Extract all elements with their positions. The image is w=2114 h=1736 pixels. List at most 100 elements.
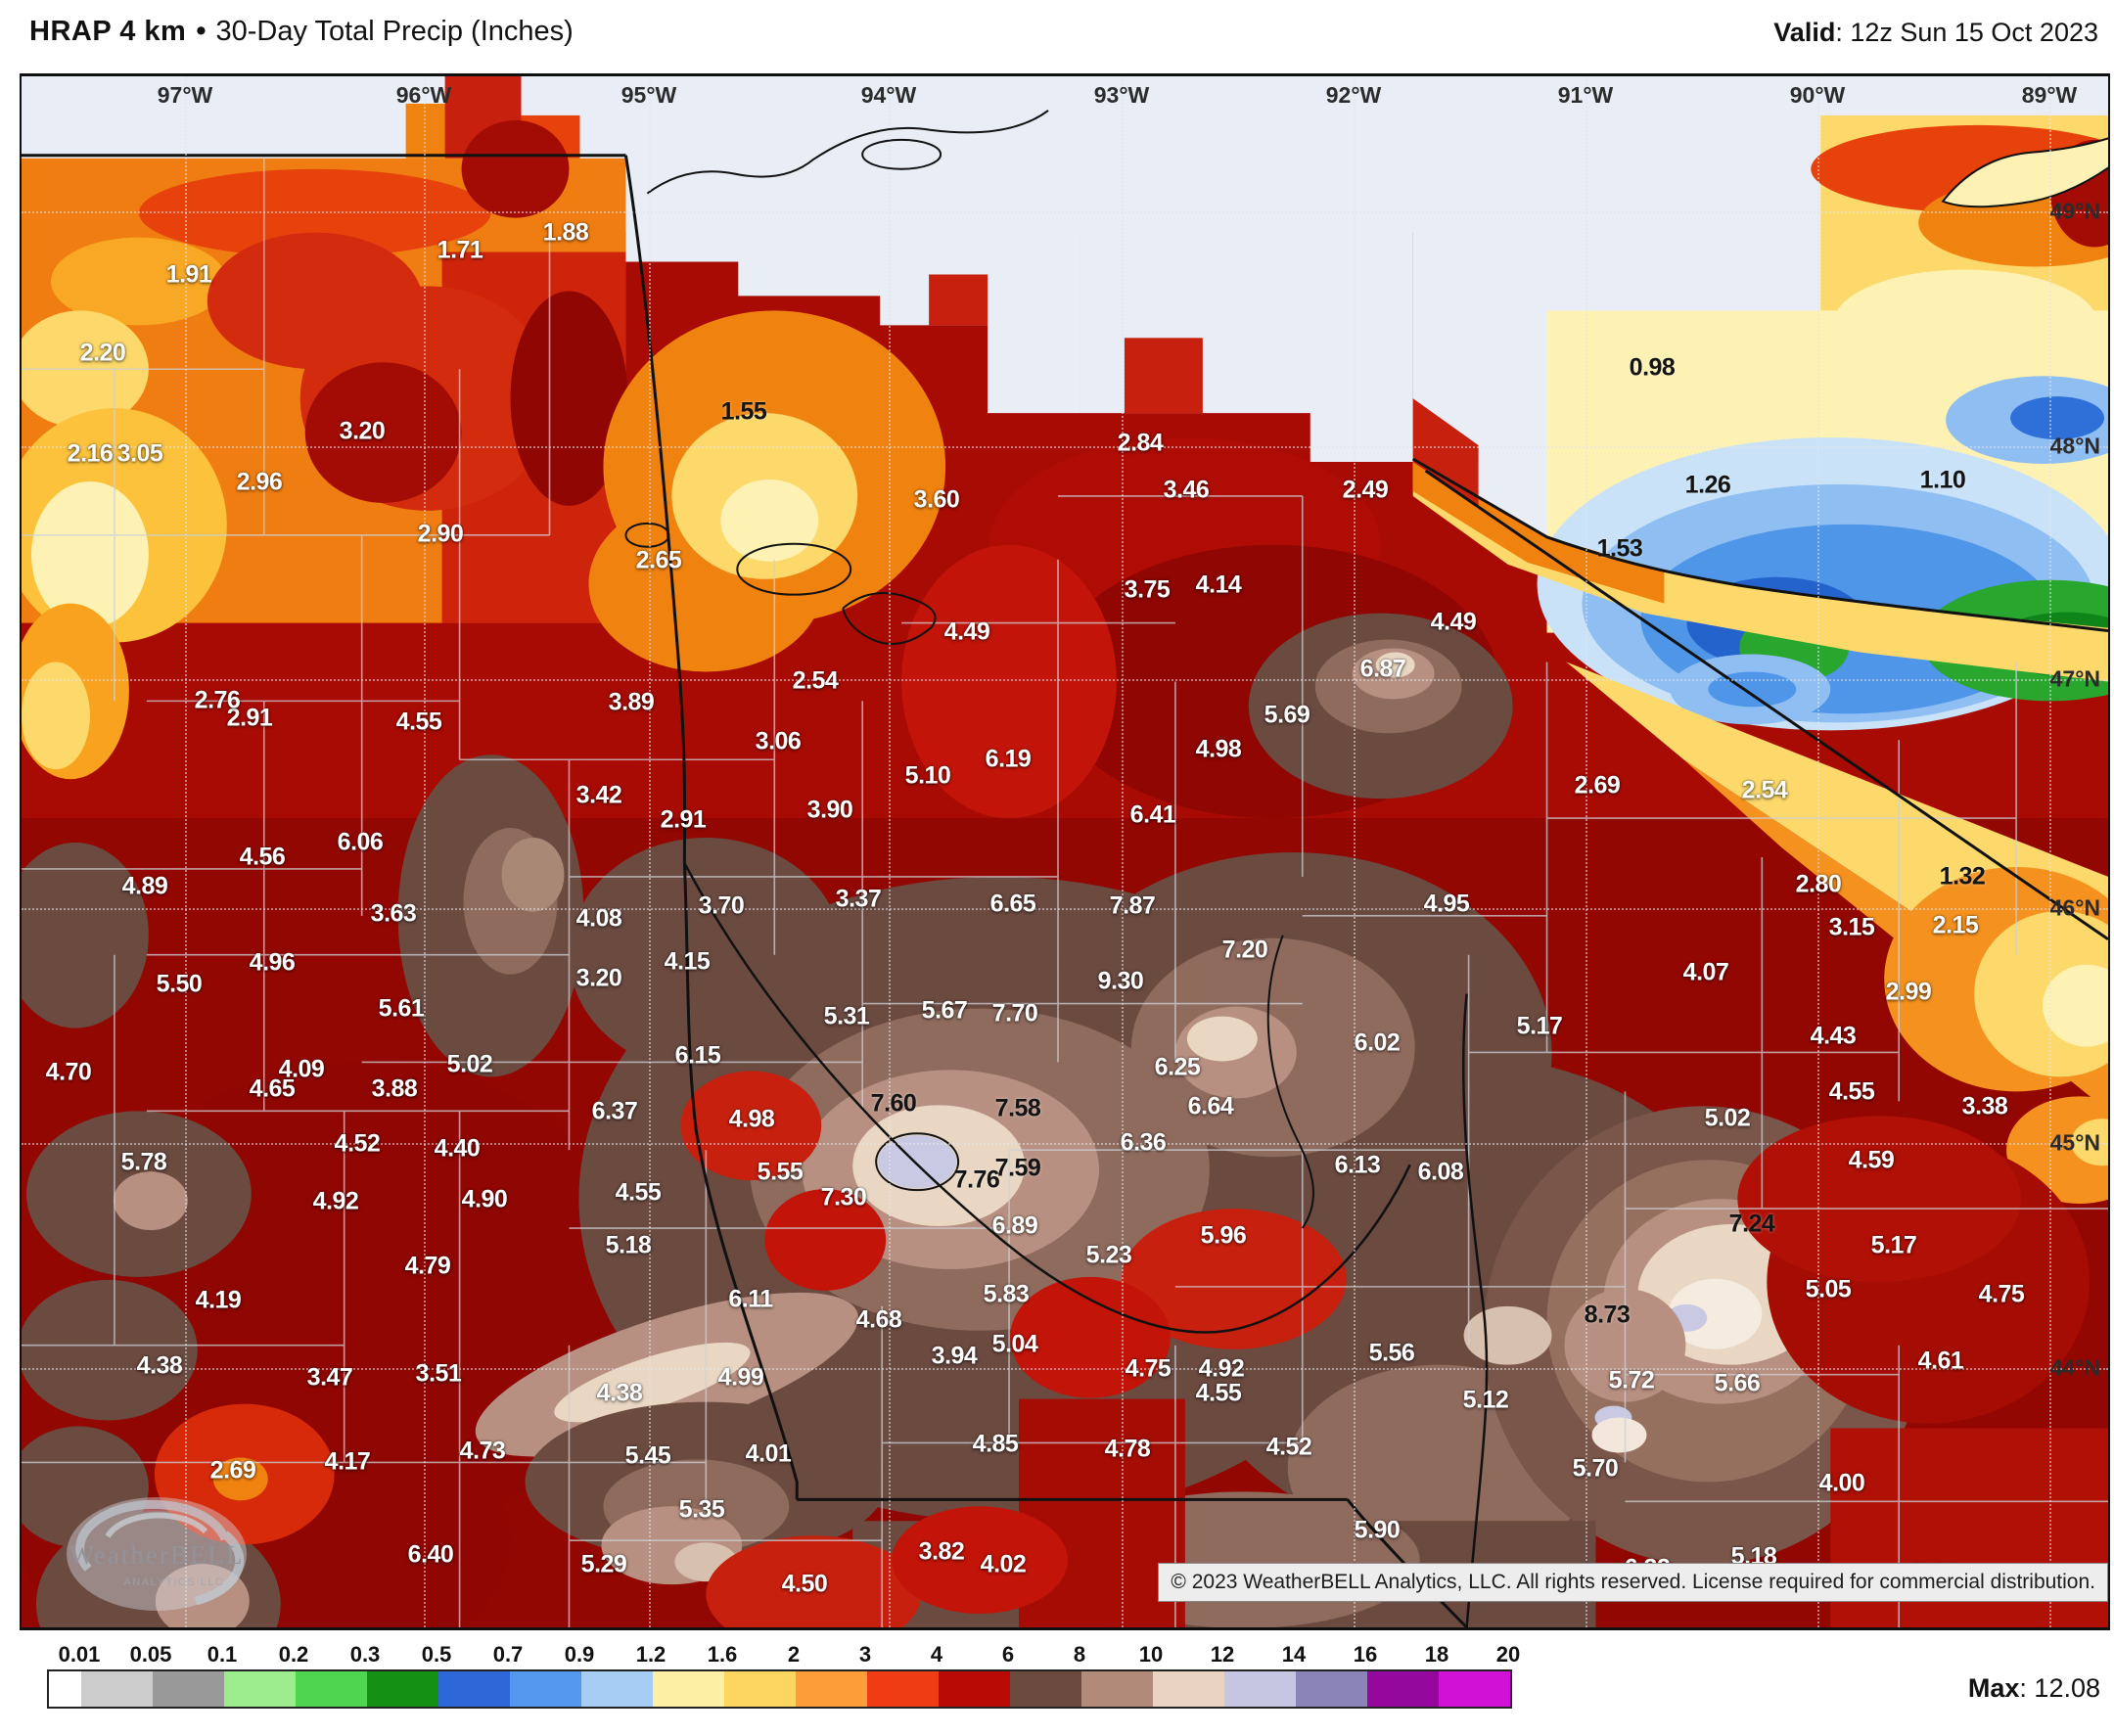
legend-color-cell <box>510 1671 581 1707</box>
precip-value-label: 4.52 <box>334 1129 381 1158</box>
precip-value-label: 4.78 <box>1104 1435 1151 1463</box>
legend-tick: 10 <box>1138 1642 1164 1667</box>
legend-color-cell <box>224 1671 296 1707</box>
precip-map: 97°W 96°W 95°W 94°W 93°W 92°W 91°W 90°W 89°W 49°… <box>20 73 2110 1630</box>
legend-color-cell <box>581 1671 653 1707</box>
precip-value-label: 3.05 <box>116 439 163 468</box>
precip-value-label: 2.69 <box>209 1456 256 1485</box>
precip-value-label: 6.06 <box>337 828 384 856</box>
precip-value-label: 2.16 <box>67 439 114 468</box>
precip-value-label: 3.94 <box>931 1342 978 1370</box>
legend-tick: 18 <box>1424 1642 1449 1667</box>
precip-value-label: 5.10 <box>904 761 951 790</box>
precip-value-label: 2.91 <box>226 704 273 732</box>
precip-value-label: 1.53 <box>1596 534 1643 563</box>
precip-value-label: 4.98 <box>728 1105 775 1133</box>
legend-tick: 0.7 <box>492 1642 524 1667</box>
precip-value-label: 1.91 <box>165 260 212 289</box>
max-label-text: Max <box>1967 1673 2020 1703</box>
precip-value-label: 1.26 <box>1684 471 1731 499</box>
legend-color-cell <box>1367 1671 1439 1707</box>
precip-value-label: 4.55 <box>395 708 442 736</box>
precip-value-label: 4.38 <box>136 1351 183 1380</box>
precip-value-label: 7.76 <box>953 1165 1000 1194</box>
precip-value-label: 3.88 <box>371 1074 418 1103</box>
precip-value-label: 4.14 <box>1195 571 1242 599</box>
graticule-meridian <box>1122 76 1124 1627</box>
precip-value-label: 4.49 <box>943 617 990 646</box>
longitude-label: 93°W <box>1093 82 1150 108</box>
precip-value-label: 4.95 <box>1423 890 1470 918</box>
precip-value-label: 4.09 <box>278 1055 325 1083</box>
legend-tick: 0.05 <box>129 1642 172 1667</box>
precip-value-label: 4.17 <box>324 1447 371 1476</box>
precip-value-label: 3.06 <box>755 727 802 755</box>
legend-color-cell <box>367 1671 438 1707</box>
precip-value-label: 7.58 <box>994 1094 1041 1122</box>
precip-value-label: 2.49 <box>1342 476 1389 504</box>
logo-text: WeatherBELL <box>69 1540 245 1570</box>
precip-value-label: 5.18 <box>605 1231 652 1259</box>
precip-value-label: 5.35 <box>678 1495 725 1524</box>
precip-value-label: 4.43 <box>1810 1022 1857 1050</box>
latitude-label: 45°N <box>2049 1129 2100 1156</box>
precip-value-label: 5.02 <box>1704 1104 1751 1132</box>
legend-tick: 12 <box>1210 1642 1235 1667</box>
precip-value-label: 7.70 <box>991 999 1038 1028</box>
precip-value-label: 4.55 <box>1828 1077 1875 1106</box>
precip-value-label: 5.67 <box>921 996 968 1025</box>
precip-value-label: 2.65 <box>635 546 682 574</box>
legend-color-cell <box>724 1671 796 1707</box>
precip-value-label: 4.07 <box>1682 958 1729 986</box>
model-name: HRAP 4 km <box>29 16 187 47</box>
precip-value-label: 5.02 <box>446 1050 493 1078</box>
precip-value-label: 5.56 <box>1368 1339 1415 1367</box>
legend-tick: 4 <box>930 1642 943 1667</box>
precip-value-label: 5.66 <box>1714 1369 1761 1397</box>
precip-value-label: 6.37 <box>591 1097 638 1125</box>
latitude-label: 49°N <box>2049 198 2100 224</box>
legend-tick: 2 <box>787 1642 801 1667</box>
precip-value-label: 2.99 <box>1885 978 1932 1006</box>
precip-value-label: 6.02 <box>1354 1028 1401 1057</box>
precip-value-label: 4.15 <box>664 947 711 976</box>
map-title: HRAP 4 km • 30-Day Total Precip (Inches) <box>29 16 574 48</box>
precip-value-label: 5.78 <box>120 1148 167 1176</box>
legend-tick: 1.6 <box>707 1642 738 1667</box>
latitude-label: 47°N <box>2049 665 2100 692</box>
precip-value-label: 5.23 <box>1085 1241 1132 1269</box>
precip-value-label: 4.75 <box>1978 1280 2025 1308</box>
longitude-label: 92°W <box>1325 82 1382 108</box>
precip-value-label: 4.02 <box>980 1550 1027 1578</box>
precip-value-label: 3.42 <box>575 781 622 809</box>
precip-value-label: 4.70 <box>45 1058 92 1086</box>
title-separator: • <box>196 16 207 47</box>
legend-tick: 8 <box>1073 1642 1086 1667</box>
precip-value-label: 4.55 <box>1195 1379 1242 1407</box>
graticule-parallel <box>22 679 2108 681</box>
graticule-parallel <box>22 908 2108 910</box>
precip-value-label: 4.59 <box>1848 1146 1895 1174</box>
longitude-label: 89°W <box>2021 82 2078 108</box>
legend-tick: 0.3 <box>349 1642 381 1667</box>
precip-value-label: 4.96 <box>249 948 296 977</box>
precip-value-label: 2.15 <box>1932 911 1979 939</box>
graticule-parallel <box>22 1143 2108 1145</box>
precip-value-label: 4.89 <box>121 872 168 900</box>
latitude-label: 48°N <box>2049 433 2100 459</box>
legend-tick-labels: 0.01 0.05 0.1 0.2 0.3 0.5 0.7 0.9 1.2 1.6 2 3 4 6 8 10 1… <box>0 1642 2114 1667</box>
svg-text:ANALYTICS LLC: ANALYTICS LLC <box>123 1576 224 1588</box>
precip-value-label: 2.96 <box>236 468 283 496</box>
precip-value-label: 5.55 <box>757 1158 804 1186</box>
precip-value-label: 1.71 <box>437 236 483 264</box>
graticule-parallel <box>22 1368 2108 1370</box>
precip-value-label: 5.50 <box>156 970 203 998</box>
precip-value-label: 5.69 <box>1264 701 1310 729</box>
precip-value-label: 7.60 <box>870 1089 917 1118</box>
max-value-text: : 12.08 <box>2019 1673 2100 1703</box>
legend-color-cell <box>1081 1671 1153 1707</box>
copyright-bar: © 2023 WeatherBELL Analytics, LLC. All r… <box>1158 1563 2108 1602</box>
precip-value-label: 4.00 <box>1818 1469 1865 1497</box>
precip-value-label: 5.05 <box>1805 1275 1852 1303</box>
graticule-meridian <box>649 76 651 1627</box>
